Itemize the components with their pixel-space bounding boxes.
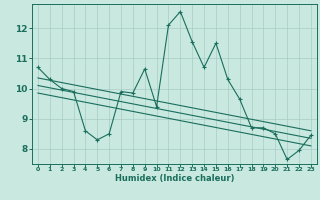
X-axis label: Humidex (Indice chaleur): Humidex (Indice chaleur) [115,174,234,183]
